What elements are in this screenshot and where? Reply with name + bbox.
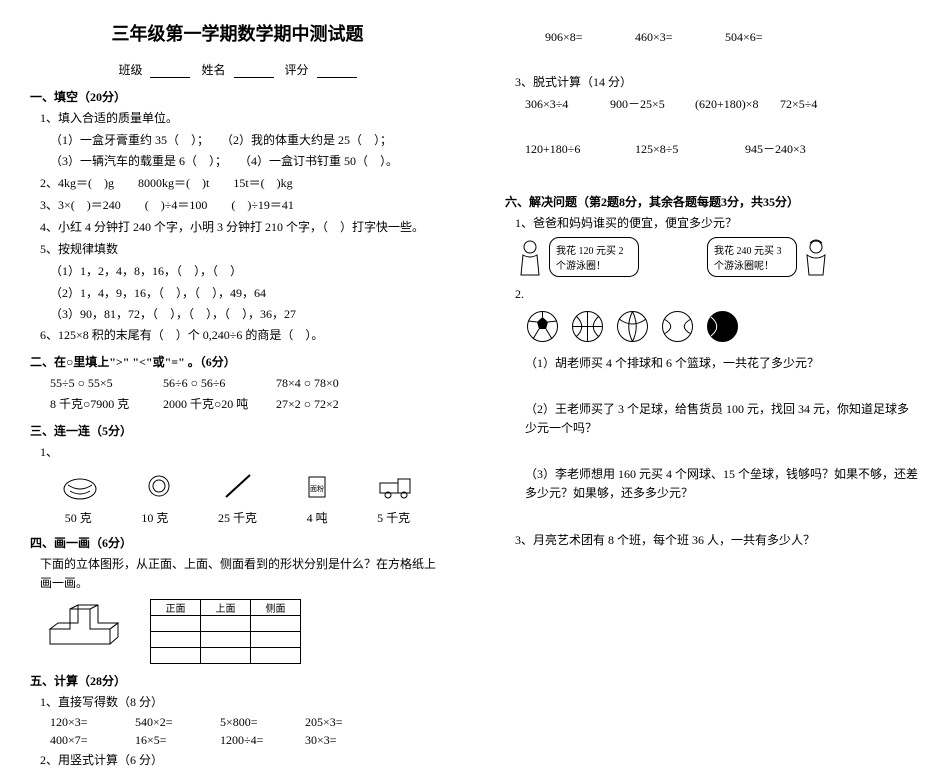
svg-text:面粉: 面粉 <box>310 484 324 493</box>
name-label: 姓名 <box>201 63 225 77</box>
volleyball-icon <box>615 309 650 344</box>
balls-row <box>525 309 900 344</box>
view-grid-table: 正面上面侧面 <box>150 599 301 664</box>
section-4-head: 四、画一画（6分） <box>30 534 445 551</box>
mom-icon <box>801 237 831 277</box>
th-front: 正面 <box>151 600 201 616</box>
name-blank <box>234 64 274 78</box>
bubble-dad: 我花 120 元买 2 个游泳圈！ <box>549 237 639 277</box>
s6-q2: 2. <box>515 285 920 304</box>
q6: 6、125×8 积的末尾有（ ）个 0,240÷6 的商是（ ）。 <box>40 326 445 345</box>
class-blank <box>150 64 190 78</box>
basketball-icon <box>570 309 605 344</box>
bubble-area: 我花 120 元买 2 个游泳圈！ 我花 240 元买 3 个游泳圈呢！ <box>515 237 920 277</box>
s2-row1: 55÷5 ○ 55×5 56÷6 ○ 56÷6 78×4 ○ 78×0 <box>50 374 445 393</box>
s5-top: 906×8=460×3=504×6= <box>545 30 920 45</box>
solid-shape-icon <box>40 599 130 649</box>
q5a: （1）1，2，4，8，16，（ ），（ ） <box>50 262 445 281</box>
s6-q2a: （1）胡老师买 4 个排球和 6 个篮球，一共花了多少元？ <box>525 354 920 373</box>
q5c: （3）90，81，72，（ ），（ ），（ ），36，27 <box>50 305 445 324</box>
pencil-icon <box>218 471 258 501</box>
score-label: 评分 <box>285 63 309 77</box>
q5b: （2）1，4，9，16，（ ），（ ），49，64 <box>50 284 445 303</box>
truck-icon <box>376 471 416 501</box>
s5-q3: 3、脱式计算（14 分） <box>515 73 920 92</box>
q2: 2、4kg＝( )g 8000kg＝( )t 15t＝( )kg <box>40 174 445 193</box>
q5: 5、按规律填数 <box>40 240 445 259</box>
th-side: 侧面 <box>251 600 301 616</box>
s5-r3: 306×3÷4900－25×5(620+180)×872×5÷4 <box>525 95 920 112</box>
bubble-mom: 我花 240 元买 3 个游泳圈呢！ <box>707 237 797 277</box>
baseball-icon <box>705 309 740 344</box>
flour-bag-icon: 面粉 <box>297 471 337 501</box>
w3: 4 吨 <box>307 509 328 526</box>
q4: 4、小红 4 分钟打 240 个字，小明 3 分钟打 210 个字，（ ）打字快… <box>40 218 445 237</box>
s5-q2: 2、用竖式计算（6 分） <box>40 751 445 770</box>
tennis-ball-icon <box>660 309 695 344</box>
icons-row: 面粉 <box>40 471 435 501</box>
s2-row2: 8 千克○7900 克 2000 千克○20 吨 27×2 ○ 72×2 <box>50 395 445 414</box>
s5-r4: 120+180÷6125×8÷5945－240×3 <box>525 140 920 157</box>
s5-r1: 120×3=540×2=5×800=205×3= <box>50 715 445 730</box>
soccer-ball-icon <box>525 309 560 344</box>
q1a: （1）一盒牙膏重约 35（ ）； （2）我的体重大约是 25（ ）； <box>50 131 445 150</box>
s5-q1: 1、直接写得数（8 分） <box>40 693 445 712</box>
watermelon-icon <box>60 471 100 501</box>
s6-q2b: （2）王老师买了 3 个足球，给售货员 100 元，找回 34 元，你知道足球多… <box>525 400 920 438</box>
s4-q: 下面的立体图形，从正面、上面、侧面看到的形状分别是什么？在方格纸上画一画。 <box>40 555 445 593</box>
section-6-head: 六、解决问题（第2题8分，其余各题每题3分，共35分） <box>505 193 920 210</box>
score-blank <box>317 64 357 78</box>
s6-q1: 1、爸爸和妈妈谁买的便宜，便宜多少元？ <box>515 214 920 233</box>
coin-icon <box>139 471 179 501</box>
s3-sub: 1、 <box>40 443 445 462</box>
w0: 50 克 <box>65 509 92 526</box>
exam-title: 三年级第一学期数学期中测试题 <box>30 20 445 46</box>
section-5-head: 五、计算（28分） <box>30 672 445 689</box>
s6-q3: 3、月亮艺术团有 8 个班，每个班 36 人，一共有多少人？ <box>515 531 920 550</box>
w1: 10 克 <box>141 509 168 526</box>
th-top: 上面 <box>201 600 251 616</box>
section-3-head: 三、连一连（5分） <box>30 422 445 439</box>
class-label: 班级 <box>118 63 142 77</box>
w2: 25 千克 <box>218 509 257 526</box>
section-2-head: 二、在○里填上">" "<"或"=" 。（6分） <box>30 353 445 370</box>
s5-r2: 400×7=16×5=1200÷4=30×3= <box>50 733 445 748</box>
w4: 5 千克 <box>377 509 410 526</box>
q1: 1、填入合适的质量单位。 <box>40 109 445 128</box>
section-1-head: 一、填空（20分） <box>30 88 445 105</box>
info-line: 班级 姓名 评分 <box>30 61 445 78</box>
weights-row: 50 克 10 克 25 千克 4 吨 5 千克 <box>40 509 435 526</box>
s6-q2c: （3）李老师想用 160 元买 4 个网球、15 个垒球，钱够吗？如果不够，还差… <box>525 465 920 503</box>
q1b: （3）一辆汽车的载重是 6（ ）； （4）一盒订书钉重 50（ ）。 <box>50 152 445 171</box>
q3: 3、3×( )＝240 ( )÷4＝100 ( )÷19＝41 <box>40 196 445 215</box>
dad-icon <box>515 237 545 277</box>
